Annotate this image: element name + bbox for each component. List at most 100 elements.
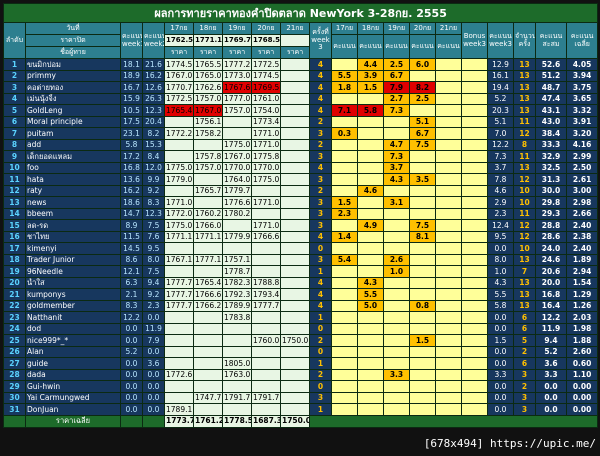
guess <box>251 265 281 278</box>
guess <box>222 115 252 128</box>
total: 32.5 <box>535 161 567 174</box>
guess <box>164 345 194 358</box>
guess: 1770.0 <box>251 161 281 174</box>
guess <box>164 380 194 393</box>
week2: 0.0 <box>142 345 165 358</box>
guess <box>280 368 310 381</box>
guess <box>193 322 223 335</box>
guess: 1767.0 <box>164 69 194 82</box>
name: คอต่ายทอง <box>25 81 121 94</box>
score <box>383 127 410 140</box>
guess <box>193 242 223 255</box>
score: 2.5 <box>409 92 436 105</box>
count: 3 <box>309 127 332 140</box>
score <box>357 391 384 404</box>
rank: 27 <box>3 357 26 370</box>
week3-score: 1.5 <box>487 334 514 347</box>
guess <box>251 184 281 197</box>
week1: 13.6 <box>120 173 143 186</box>
times: 2 <box>513 345 536 358</box>
guess: 1760.0 <box>251 334 281 347</box>
score: 5.0 <box>357 299 384 312</box>
score <box>383 391 410 404</box>
total: 12.2 <box>535 311 567 324</box>
week1: 16.7 <box>120 81 143 94</box>
data-row: 31 DonJuan 0.0 0.0 1789.1 1 0.0 3 0.0 0.00 <box>3 403 599 416</box>
week3-score: 12.9 <box>487 58 514 71</box>
week2: 7.9 <box>142 334 165 347</box>
times: 13 <box>513 92 536 105</box>
guess: 1769.5 <box>251 81 281 94</box>
score <box>435 69 462 82</box>
name: Yai Carmungwed <box>25 391 121 404</box>
score: 5.1 <box>409 115 436 128</box>
guess: 1771.1 <box>193 230 223 243</box>
score <box>435 265 462 278</box>
bonus <box>461 242 488 255</box>
guess <box>164 138 194 151</box>
score <box>383 403 410 416</box>
guess <box>164 357 194 370</box>
name: nice999*_* <box>25 334 121 347</box>
name: Alan <box>25 345 121 358</box>
average: 4.05 <box>565 58 599 71</box>
name: Moral principle <box>25 115 121 128</box>
count: 1 <box>309 265 332 278</box>
week1: 14.5 <box>120 242 143 255</box>
guess <box>280 219 310 232</box>
times: 12 <box>513 219 536 232</box>
week1: 0.0 <box>120 403 143 416</box>
score <box>435 322 462 335</box>
count: 3 <box>309 196 332 209</box>
guess <box>164 115 194 128</box>
count: 4 <box>309 299 332 312</box>
week3-score: 1.0 <box>487 265 514 278</box>
bonus <box>461 253 488 266</box>
score <box>383 219 410 232</box>
score <box>357 161 384 174</box>
score: 3.3 <box>383 368 410 381</box>
score <box>409 161 436 174</box>
score <box>331 380 358 393</box>
rank: 19 <box>3 265 26 278</box>
week3-score: 5.5 <box>487 288 514 301</box>
score <box>409 403 436 416</box>
guess <box>280 69 310 82</box>
week3-score: 0.0 <box>487 391 514 404</box>
guess <box>251 357 281 370</box>
score: 2.3 <box>331 207 358 220</box>
guess <box>164 334 194 347</box>
guess <box>280 115 310 128</box>
guess: 1758.2 <box>193 127 223 140</box>
average: 2.66 <box>565 207 599 220</box>
total: 11.9 <box>535 322 567 335</box>
guess: 1775.0 <box>251 173 281 186</box>
guess: 1767.0 <box>193 104 223 117</box>
guess <box>280 150 310 163</box>
score <box>435 357 462 370</box>
score <box>435 173 462 186</box>
data-row: 19 96Needle 12.1 7.5 1778.7 1 1.0 1.0 7 20.6 2.94 <box>3 265 599 278</box>
score <box>383 334 410 347</box>
name: ชาไทย <box>25 230 121 243</box>
close-price: 1771.1 <box>193 34 223 47</box>
average-price: 1773.7 <box>164 414 194 428</box>
guess: 1775.0 <box>164 161 194 174</box>
week2: 7.6 <box>142 230 165 243</box>
week1: 5.2 <box>120 345 143 358</box>
times: 3 <box>513 368 536 381</box>
week3-score: 8.0 <box>487 253 514 266</box>
score: 2.5 <box>383 58 410 71</box>
guess <box>280 253 310 266</box>
bonus <box>461 288 488 301</box>
score: 0.3 <box>331 127 358 140</box>
score <box>383 207 410 220</box>
times: 12 <box>513 230 536 243</box>
guess: 1774.5 <box>164 58 194 71</box>
score: 5.4 <box>331 253 358 266</box>
week1: 0.0 <box>120 357 143 370</box>
times: 3 <box>513 403 536 416</box>
week1: 10.5 <box>120 104 143 117</box>
score <box>357 230 384 243</box>
